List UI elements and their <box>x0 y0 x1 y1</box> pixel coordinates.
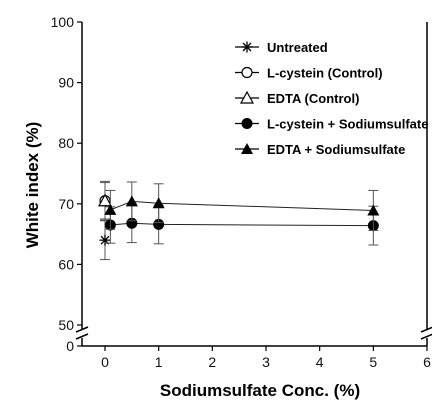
legend-marker <box>239 90 255 104</box>
axis-break-mark <box>420 333 432 340</box>
marker-filled-triangle <box>241 143 253 154</box>
legend-label: EDTA (Control) <box>267 91 359 106</box>
data-point <box>153 218 165 230</box>
series-layer <box>97 180 380 261</box>
series-3 <box>97 182 113 220</box>
marker-asterisk-stroke <box>100 235 110 245</box>
marker-filled-triangle <box>104 203 117 215</box>
legend-label: Untreated <box>267 40 328 55</box>
series-5 <box>104 181 380 231</box>
y-axis-label: White index (%) <box>23 122 42 249</box>
y-tick-label: 90 <box>58 75 74 91</box>
legend-item: L-cystein (Control) <box>235 66 383 81</box>
legend-marker <box>241 143 253 154</box>
y-tick-label: 0 <box>66 338 74 354</box>
data-point <box>97 193 113 207</box>
marker-filled-triangle <box>152 197 165 209</box>
x-tick-label: 3 <box>262 354 270 370</box>
axis-break-mark <box>75 326 89 333</box>
legend: Untreated L-cystein (Control) EDTA (Contro… <box>235 40 428 157</box>
data-point <box>104 203 117 215</box>
axis-ticks: 50 60 70 80 90 100 0 0 1 2 3 4 5 6 <box>51 14 431 370</box>
legend-label: EDTA + Sodiumsulfate <box>267 142 405 157</box>
marker-open-triangle <box>97 193 113 207</box>
x-tick-label: 6 <box>423 354 431 370</box>
legend-item: EDTA (Control) <box>235 90 359 106</box>
marker-open-triangle <box>239 90 255 104</box>
x-tick-label: 1 <box>155 354 163 370</box>
axis-break-mark <box>420 326 432 333</box>
data-point <box>152 197 165 209</box>
data-point <box>125 195 138 207</box>
marker-open-circle <box>241 66 253 79</box>
legend-item: Untreated <box>235 40 328 55</box>
x-tick-label: 5 <box>369 354 377 370</box>
series-line <box>110 200 374 211</box>
y-tick-label: 100 <box>51 14 75 30</box>
data-point <box>99 234 111 246</box>
x-tick-label: 2 <box>208 354 216 370</box>
marker-filled-circle <box>153 218 165 230</box>
legend-marker <box>241 41 253 53</box>
legend-item: EDTA + Sodiumsulfate <box>235 142 405 157</box>
marker-filled-circle <box>241 118 253 129</box>
y-tick-label: 70 <box>58 196 74 212</box>
axes <box>75 22 432 347</box>
legend-label: L-cystein (Control) <box>267 66 383 81</box>
legend-label: L-cystein + Sodiumsulfate <box>267 117 428 132</box>
x-tick-label: 4 <box>316 354 324 370</box>
series-1 <box>99 220 111 261</box>
series-4 <box>104 203 379 246</box>
marker-filled-triangle <box>367 204 380 216</box>
x-axis-label: Sodiumsulfate Conc. (%) <box>160 381 360 400</box>
legend-item: L-cystein + Sodiumsulfate <box>235 117 428 132</box>
series-line <box>110 222 374 227</box>
y-tick-label: 80 <box>58 135 74 151</box>
y-tick-label: 50 <box>58 317 74 333</box>
marker-asterisk-stroke <box>242 42 252 52</box>
data-point <box>367 204 380 216</box>
axis-break-mark <box>75 333 89 340</box>
x-tick-label: 0 <box>101 354 109 370</box>
marker-filled-triangle <box>125 195 138 207</box>
legend-marker <box>241 118 253 129</box>
legend-marker <box>241 66 253 79</box>
y-tick-label: 60 <box>58 256 74 272</box>
